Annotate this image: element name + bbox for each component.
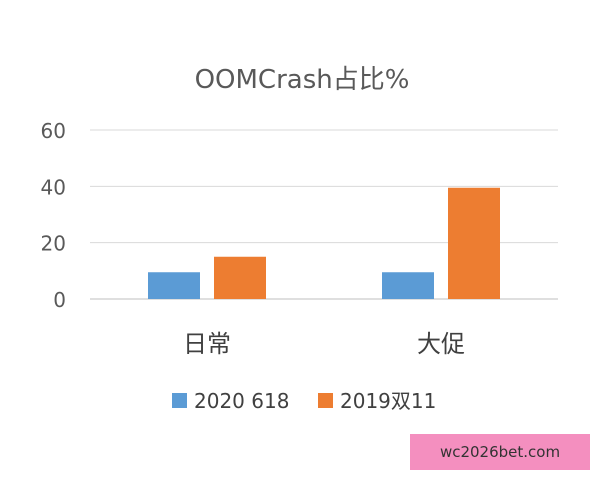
watermark-badge: wc2026bet.com: [410, 434, 590, 470]
legend-label: 2020 618: [194, 389, 289, 413]
legend: 2020 618 2019双11: [172, 389, 436, 413]
y-tick-label: 40: [41, 175, 66, 199]
y-tick-label: 0: [53, 288, 66, 312]
x-tick-label: 大促: [417, 330, 465, 358]
watermark-text: wc2026bet.com: [439, 443, 561, 461]
bar: [214, 256, 266, 299]
y-tick-label: 20: [41, 232, 66, 256]
x-axis: 日常 大促: [183, 330, 465, 358]
bar: [148, 272, 200, 299]
y-tick-label: 60: [41, 119, 66, 143]
bar: [382, 272, 434, 299]
bar: [448, 187, 500, 299]
legend-label: 2019双11: [340, 389, 436, 413]
legend-swatch: [318, 393, 333, 408]
x-tick-label: 日常: [183, 330, 231, 358]
chart-title: OOMCrash占比%: [195, 65, 410, 95]
bars: [148, 187, 500, 299]
legend-swatch: [172, 393, 187, 408]
y-axis: 0 20 40 60: [41, 119, 66, 312]
